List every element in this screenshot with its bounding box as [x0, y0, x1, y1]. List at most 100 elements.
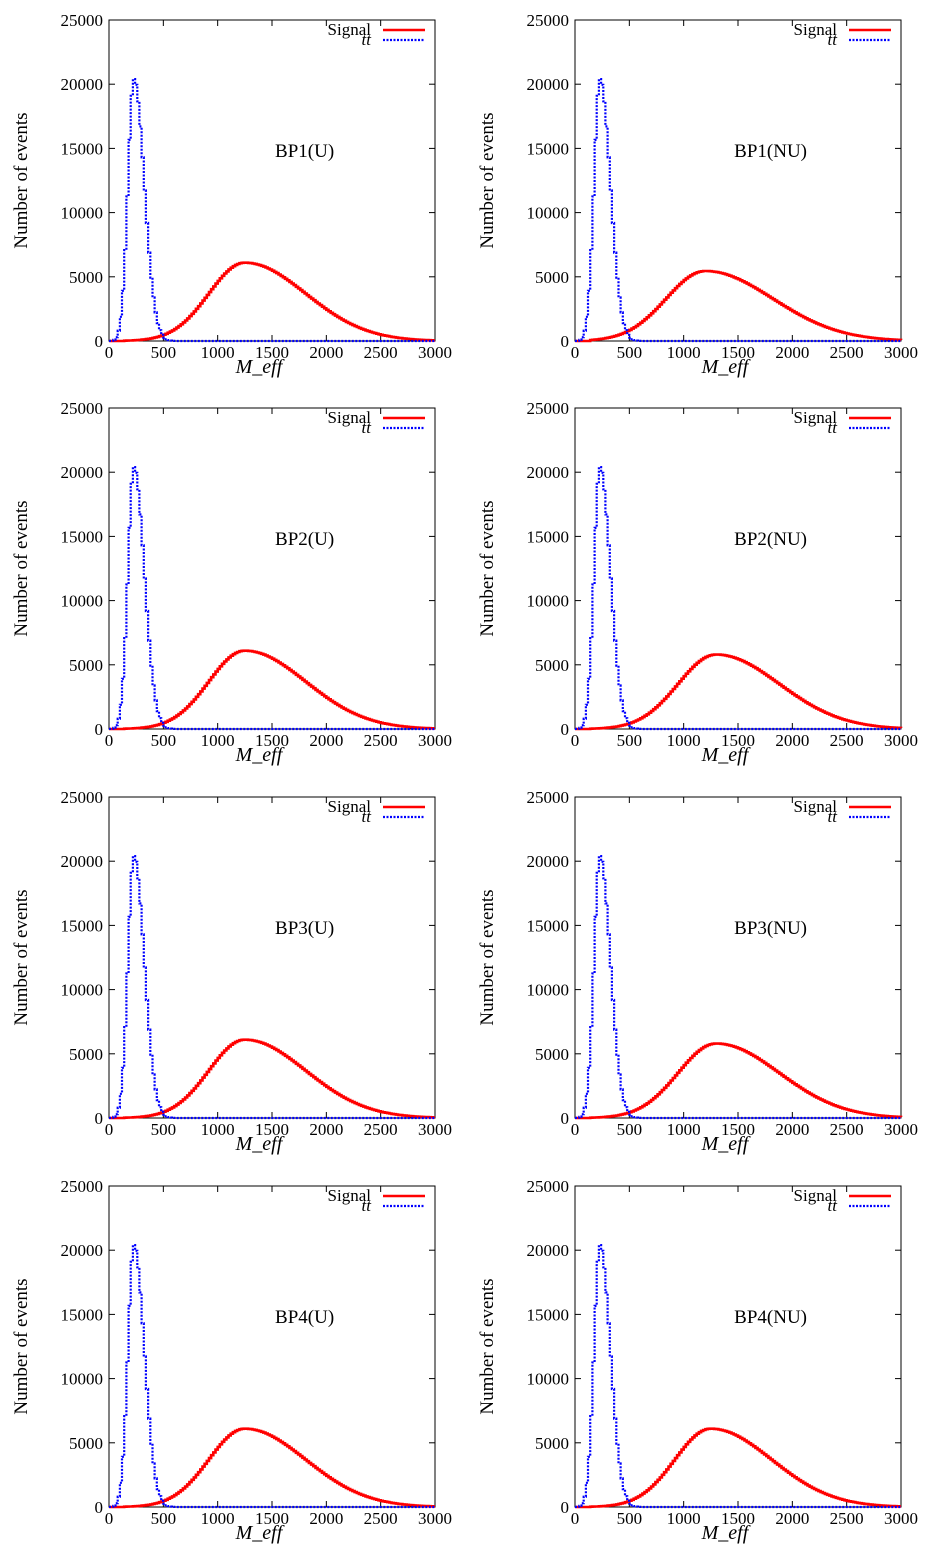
y-tick-label: 5000 — [69, 1434, 103, 1453]
plot-frame — [108, 407, 436, 730]
plot-frame — [108, 1185, 436, 1508]
y-tick-label: 10000 — [527, 592, 570, 611]
chart-panel: 0 500 1000 1500 2000 2500 3000 0 5000 10000 15000 2… — [477, 788, 918, 1155]
x-tick-label: 2000 — [775, 1120, 809, 1139]
legend-label: tt — [362, 418, 373, 437]
x-tick-label: 2500 — [830, 343, 864, 362]
plot-frame — [108, 19, 436, 342]
x-axis-title: M_eff — [701, 1522, 751, 1544]
series-line-signal — [109, 1427, 435, 1509]
plot-frame — [108, 796, 436, 1119]
x-tick-label: 1000 — [201, 1120, 235, 1139]
series-line-tt — [109, 78, 435, 343]
y-tick-label: 20000 — [61, 463, 104, 482]
x-tick-label: 2000 — [775, 731, 809, 750]
series-line-tt — [109, 1244, 435, 1509]
y-tick-label: 0 — [95, 1109, 104, 1128]
x-tick-label: 2500 — [364, 731, 398, 750]
x-tick-label: 0 — [105, 343, 114, 362]
y-tick-label: 15000 — [527, 1305, 570, 1324]
x-tick-label: 1500 — [721, 731, 755, 750]
y-tick-label: 20000 — [527, 75, 570, 94]
y-tick-label: 5000 — [535, 1045, 569, 1064]
y-axis-title: Number of events — [11, 500, 32, 636]
series-line-tt — [575, 1244, 901, 1509]
y-tick-label: 0 — [561, 1109, 570, 1128]
x-tick-label: 1500 — [255, 343, 289, 362]
y-tick-label: 25000 — [527, 1177, 570, 1196]
x-tick-label: 500 — [617, 343, 643, 362]
legend-label: tt — [362, 807, 373, 826]
y-tick-label: 20000 — [61, 75, 104, 94]
y-tick-label: 15000 — [527, 527, 570, 546]
x-tick-label: 500 — [151, 343, 177, 362]
x-tick-label: 2000 — [309, 731, 343, 750]
y-tick-label: 25000 — [527, 11, 570, 30]
x-tick-label: 1500 — [255, 1120, 289, 1139]
panel-annotation: BP2(U) — [275, 529, 334, 550]
y-tick-label: 10000 — [61, 204, 104, 223]
x-tick-label: 2500 — [364, 1509, 398, 1528]
series-line-tt — [575, 855, 901, 1120]
y-tick-label: 0 — [95, 720, 104, 739]
panel-annotation: BP3(NU) — [734, 918, 807, 939]
y-axis-title: Number of events — [477, 889, 498, 1025]
legend-label: tt — [828, 1196, 839, 1215]
x-tick-label: 3000 — [884, 1509, 918, 1528]
y-tick-label: 5000 — [69, 656, 103, 675]
series-line-signal — [109, 261, 435, 343]
y-tick-label: 10000 — [61, 981, 104, 1000]
y-tick-label: 20000 — [61, 1241, 104, 1260]
x-tick-label: 1000 — [201, 343, 235, 362]
x-axis-title: M_eff — [235, 1522, 285, 1544]
plot-frame — [574, 19, 902, 342]
chart-panel: 0 500 1000 1500 2000 2500 3000 0 5000 10000 15000 2… — [11, 1177, 452, 1544]
legend-label: tt — [828, 30, 839, 49]
y-tick-label: 5000 — [535, 268, 569, 287]
series-line-signal — [575, 653, 903, 731]
y-tick-label: 25000 — [527, 788, 570, 807]
legend-label: tt — [828, 807, 839, 826]
y-tick-label: 0 — [561, 1498, 570, 1517]
x-tick-label: 2500 — [364, 1120, 398, 1139]
y-tick-label: 25000 — [527, 399, 570, 418]
x-tick-label: 0 — [105, 731, 114, 750]
x-axis-title: M_eff — [235, 1133, 285, 1155]
panel-annotation: BP3(U) — [275, 918, 334, 939]
legend-label: Signal — [328, 408, 372, 427]
x-axis-title: M_eff — [235, 744, 285, 766]
x-axis-title: M_eff — [701, 744, 751, 766]
x-tick-label: 500 — [617, 1120, 643, 1139]
series-line-signal — [109, 649, 435, 731]
x-tick-label: 3000 — [418, 343, 452, 362]
x-tick-label: 2000 — [309, 1120, 343, 1139]
series-line-tt — [575, 466, 901, 731]
chart-panel: 0 500 1000 1500 2000 2500 3000 0 5000 10000 15000 2… — [11, 11, 452, 378]
y-tick-label: 20000 — [527, 1241, 570, 1260]
y-axis-title: Number of events — [11, 112, 32, 248]
x-tick-label: 2000 — [309, 1509, 343, 1528]
x-tick-label: 3000 — [884, 1120, 918, 1139]
y-tick-label: 5000 — [535, 656, 569, 675]
chart-panel: 0 500 1000 1500 2000 2500 3000 0 5000 10000 15000 2… — [477, 11, 918, 378]
y-tick-label: 10000 — [61, 592, 104, 611]
y-tick-label: 10000 — [527, 204, 570, 223]
x-tick-label: 3000 — [884, 731, 918, 750]
x-tick-label: 1500 — [721, 1120, 755, 1139]
x-tick-label: 0 — [571, 343, 580, 362]
legend-label: Signal — [328, 20, 372, 39]
x-tick-label: 1000 — [667, 731, 701, 750]
x-tick-label: 500 — [151, 731, 177, 750]
y-tick-label: 0 — [95, 1498, 104, 1517]
x-tick-label: 1000 — [201, 1509, 235, 1528]
x-tick-label: 0 — [105, 1509, 114, 1528]
y-tick-label: 0 — [561, 332, 570, 351]
y-tick-label: 15000 — [61, 527, 104, 546]
series-line-signal — [109, 1038, 435, 1120]
y-tick-label: 25000 — [61, 399, 104, 418]
y-tick-label: 15000 — [527, 916, 570, 935]
panel-annotation: BP1(U) — [275, 141, 334, 162]
x-tick-label: 3000 — [418, 731, 452, 750]
panel-annotation: BP1(NU) — [734, 141, 807, 162]
x-tick-label: 2000 — [309, 343, 343, 362]
